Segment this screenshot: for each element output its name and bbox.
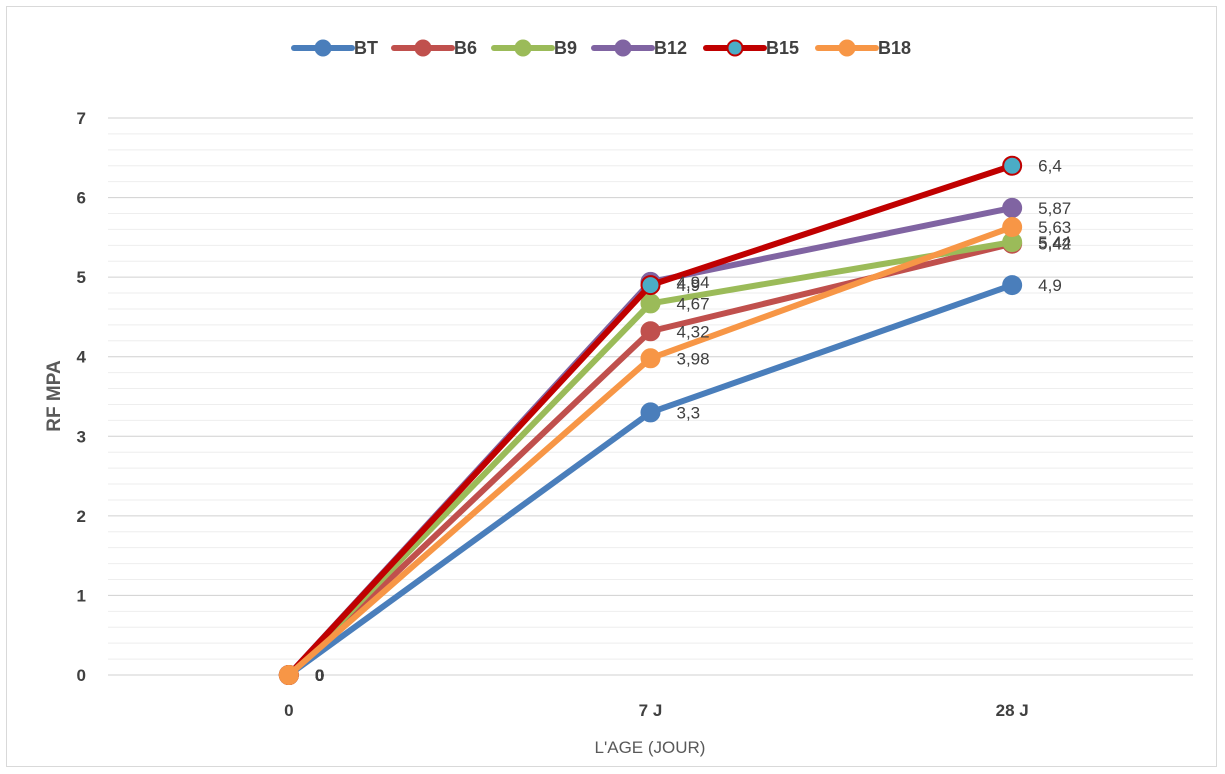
data-label-b9: 4,67 [677,294,710,313]
legend-label: B6 [454,38,477,58]
data-label-b6: 4,32 [677,322,710,341]
x-axis-ticks: 0 7 J 28 J [284,701,1029,720]
data-label-b15: 0 [315,666,324,685]
series-lines [278,155,1023,685]
data-labels: 03,34,904,325,4204,675,4404,945,8704,96,… [315,157,1071,685]
data-point-bt[interactable] [640,402,661,423]
data-label-b18: 3,98 [677,349,710,368]
legend-swatch-marker [726,39,744,57]
y-tick-label: 2 [77,507,86,526]
x-axis-title: L'AGE (JOUR) [595,738,706,757]
gridlines [108,117,1193,676]
data-label-bt: 3,3 [677,403,701,422]
legend-swatch-marker [314,39,332,57]
series-b9 [278,232,1023,685]
legend-swatch-marker [414,39,432,57]
data-label-bt: 0 [315,666,324,685]
data-point-b15[interactable] [640,275,661,296]
y-tick-label: 0 [77,666,86,685]
data-label-b12: 0 [315,666,324,685]
data-label-b18: 5,63 [1038,218,1071,237]
data-label-b18: 0 [315,666,324,685]
data-point-b12[interactable] [1002,197,1023,218]
y-tick-label: 3 [77,427,86,446]
legend-item-bt[interactable]: BT [291,38,378,58]
legend-swatch-marker [614,39,632,57]
data-label-b15: 6,4 [1038,157,1062,176]
x-tick-label: 28 J [996,701,1029,720]
legend-label: B9 [554,38,577,58]
series-b18 [278,217,1023,685]
data-label-b6: 0 [315,666,324,685]
data-point-bt[interactable] [1002,275,1023,296]
x-tick-label: 0 [284,701,293,720]
legend-label: B12 [654,38,687,58]
y-tick-label: 5 [77,268,86,287]
data-point-b15[interactable] [1002,155,1023,176]
series-line-bt [285,282,1016,678]
series-bt [278,275,1023,685]
data-point-b18[interactable] [278,665,299,685]
data-label-b12: 4,94 [677,273,710,292]
y-tick-label: 1 [77,586,86,605]
legend-label: BT [354,38,378,58]
data-point-b9[interactable] [640,293,661,314]
legend-item-b18[interactable]: B18 [815,38,911,58]
data-label-b9: 5,44 [1038,233,1071,252]
data-label-bt: 4,9 [1038,276,1062,295]
data-label-b6: 5,42 [1038,235,1071,254]
x-tick-label: 7 J [639,701,663,720]
data-label-b9: 0 [315,666,324,685]
y-tick-label: 4 [77,348,87,367]
legend-item-b15[interactable]: B15 [703,38,799,58]
legend-item-b12[interactable]: B12 [591,38,687,58]
chart-frame [6,6,1217,767]
legend-swatch-marker [514,39,532,57]
legend-item-b9[interactable]: B9 [491,38,577,58]
legend-label: B15 [766,38,799,58]
data-point-b6[interactable] [640,321,661,342]
data-label-b12: 5,87 [1038,199,1071,218]
y-axis-ticks: 0 1 2 3 4 5 6 7 [77,109,87,685]
legend-label: B18 [878,38,911,58]
data-label-b15: 4,9 [677,276,701,295]
legend-item-b6[interactable]: B6 [391,38,477,58]
y-tick-label: 7 [77,109,86,128]
legend-swatch-marker [838,39,856,57]
legend: BT B6 B9 B12 B15 B18 [291,38,911,58]
y-axis-title: RF MPA [44,360,65,432]
y-tick-label: 6 [77,189,86,208]
data-point-b18[interactable] [640,348,661,369]
data-point-b18[interactable] [1002,217,1023,238]
